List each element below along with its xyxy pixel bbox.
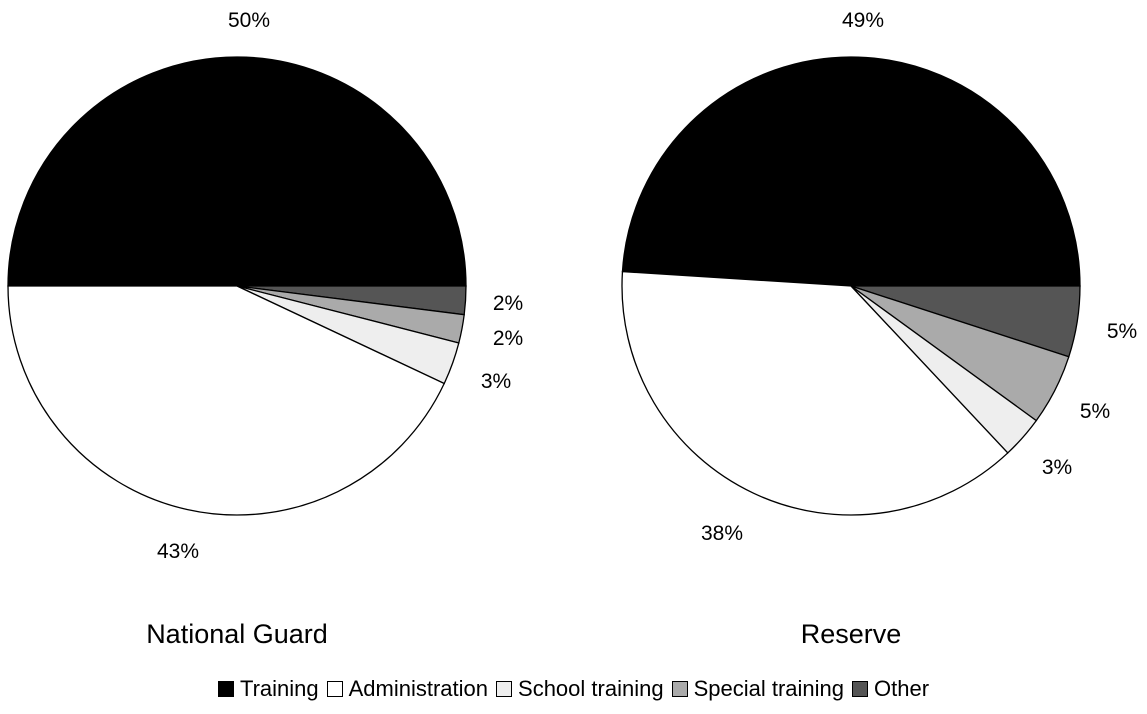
legend-swatch-training [217,681,234,697]
legend: Training Administration School training Spe… [0,676,1147,702]
national-guard-title: National Guard [146,619,328,649]
legend-label-school-training: School training [518,676,664,701]
national-guard-slice-training [7,56,467,287]
legend-label-special-training: Special training [693,676,844,701]
legend-label-training: Training [239,676,319,701]
national-guard-label-training: 50% [228,9,270,32]
legend-swatch-other [852,681,868,697]
legend-label-administration: Administration [348,676,489,701]
reserve-label-administration: 38% [701,522,743,545]
national-guard-label-school-training: 3% [481,370,511,393]
national-guard-pie: 50% 43% 3% 2% 2% National Guard [7,9,523,649]
legend-swatch-administration [326,681,343,697]
national-guard-label-special-training: 2% [493,327,523,350]
legend-item-special-training: Special training [671,676,844,702]
national-guard-slice-administration [7,285,446,516]
reserve-label-special-training: 5% [1080,400,1110,423]
reserve-slice-training [621,56,1081,287]
legend-item-administration: Administration [326,676,489,702]
legend-swatch-special-training [671,681,688,697]
legend-item-school-training: School training [496,676,664,702]
reserve-title: Reserve [801,619,902,649]
legend-item-other: Other [852,676,929,702]
legend-swatch-school-training [496,681,513,697]
reserve-label-school-training: 3% [1042,456,1072,479]
reserve-label-other: 5% [1107,320,1137,343]
reserve-pie: 49% 38% 3% 5% 5% Reserve [621,9,1137,649]
legend-item-training: Training [217,676,319,702]
national-guard-label-other: 2% [493,292,523,315]
reserve-slice-administration [621,270,1009,516]
reserve-label-training: 49% [842,9,884,32]
legend-label-other: Other [874,676,930,701]
national-guard-label-administration: 43% [157,540,199,563]
